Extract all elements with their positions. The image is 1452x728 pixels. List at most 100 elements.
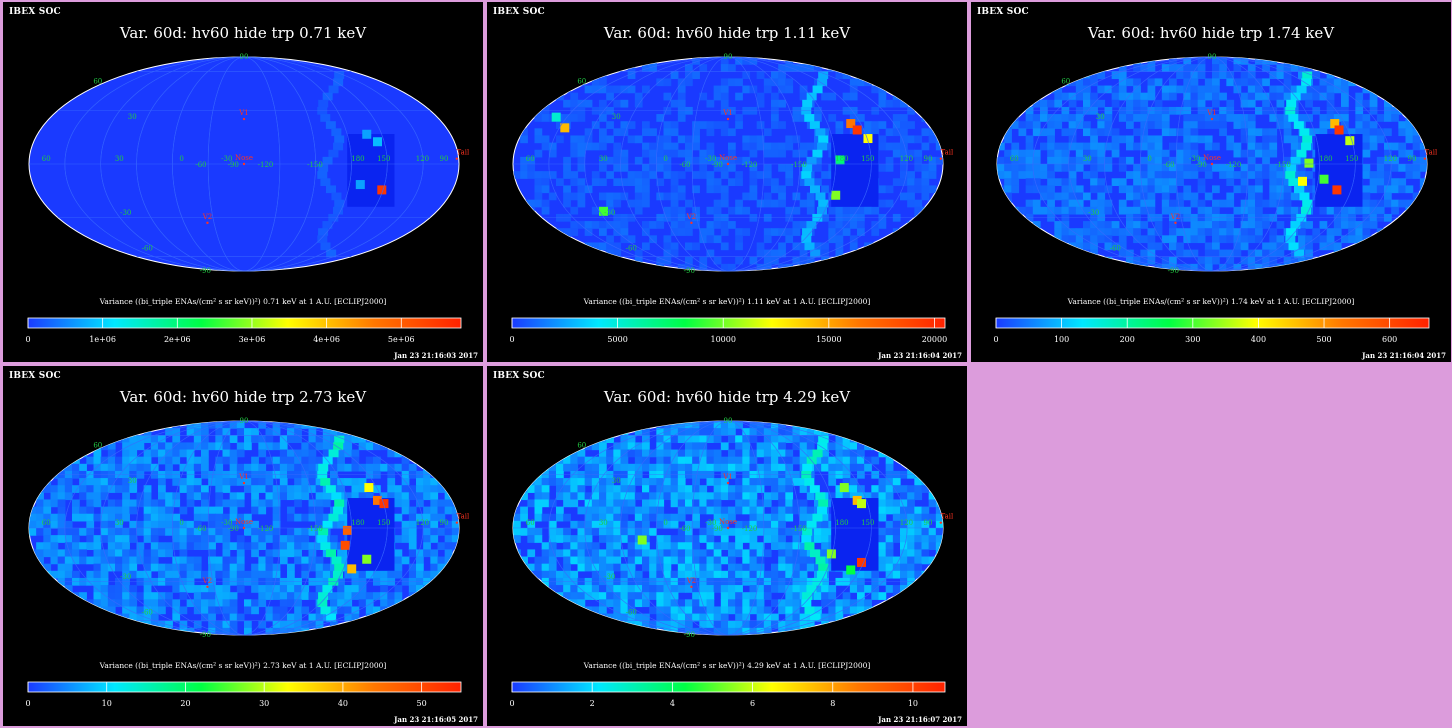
map-pixel	[771, 463, 779, 472]
map-pixel	[842, 570, 851, 579]
sky-map-panel-1.11kev: IBEX SOC Var. 60d: hv60 hide trp 1.11 ke…	[487, 2, 967, 362]
map-pixel	[928, 528, 937, 536]
map-pixel	[93, 478, 102, 486]
map-pixel	[100, 563, 109, 572]
map-pixel	[143, 549, 152, 558]
map-pixel	[792, 542, 801, 550]
map-pixel	[599, 513, 607, 522]
map-pixel	[1219, 235, 1227, 244]
map-pixel	[1283, 185, 1292, 194]
map-pixel	[322, 570, 331, 579]
map-pixel	[1061, 57, 1070, 65]
map-pixel	[50, 535, 59, 543]
map-pixel	[79, 421, 87, 429]
map-pixel	[1040, 249, 1048, 258]
map-pixel	[806, 506, 815, 515]
ribbon-pixel	[802, 164, 813, 172]
map-pixel	[613, 199, 622, 208]
map-pixel	[606, 563, 614, 572]
map-pixel	[437, 513, 446, 522]
map-pixel	[627, 556, 636, 565]
map-pixel	[143, 421, 152, 429]
map-pixel	[1154, 99, 1163, 108]
map-pixel	[892, 78, 901, 87]
map-pixel	[236, 428, 245, 436]
map-pixel	[351, 478, 360, 486]
map-pixel	[1233, 121, 1242, 129]
map-pixel	[279, 492, 288, 501]
map-pixel	[107, 620, 116, 629]
map-pixel	[258, 506, 267, 515]
map-pixel	[1283, 135, 1292, 144]
map-pixel	[649, 570, 657, 579]
map-pixel	[1025, 64, 1034, 72]
map-pixel	[1068, 57, 1077, 65]
map-pixel	[642, 57, 650, 65]
map-pixel	[591, 121, 600, 129]
map-pixel	[935, 570, 943, 579]
map-pixel	[835, 121, 844, 129]
map-pixel	[749, 485, 758, 493]
map-pixel	[416, 428, 424, 436]
map-pixel	[892, 128, 901, 137]
map-pixel	[642, 513, 650, 522]
map-pixel	[1247, 256, 1256, 265]
map-pixel	[337, 485, 345, 493]
map-pixel	[1240, 178, 1249, 186]
map-pixel	[928, 492, 937, 501]
map-pixel	[935, 499, 943, 508]
map-pixel	[706, 99, 715, 108]
map-pixel	[43, 528, 52, 536]
map-pixel	[1068, 249, 1077, 258]
map-pixel	[548, 570, 557, 579]
map-pixel	[1176, 192, 1184, 201]
map-pixel	[107, 592, 116, 600]
map-pixel	[513, 249, 521, 258]
map-pixel	[1204, 256, 1213, 265]
map-pixel	[351, 435, 360, 443]
map-pixel	[236, 421, 245, 429]
map-pixel	[785, 570, 794, 579]
map-pixel	[136, 456, 145, 465]
map-pixel	[613, 192, 622, 201]
map-pixel	[416, 563, 424, 572]
map-pixel	[315, 506, 324, 515]
map-pixel	[387, 463, 396, 472]
map-pixel	[1333, 206, 1342, 215]
map-pixel	[692, 221, 700, 229]
map-pixel	[36, 592, 44, 600]
map-pixel	[64, 627, 73, 635]
map-pixel	[272, 542, 281, 550]
map-pixel	[1176, 106, 1184, 115]
map-pixel	[1097, 199, 1106, 208]
map-pixel	[193, 520, 202, 529]
map-pixel	[591, 478, 600, 486]
map-pixel	[692, 435, 700, 443]
map-pixel	[1219, 92, 1227, 101]
map-pixel	[115, 506, 123, 515]
map-pixel	[1011, 78, 1020, 87]
map-pixel	[548, 535, 557, 543]
map-pixel	[1204, 221, 1213, 229]
map-pixel	[1040, 171, 1048, 179]
map-pixel	[649, 156, 657, 165]
map-pixel	[201, 463, 209, 472]
map-pixel	[713, 221, 722, 229]
map-pixel	[706, 449, 715, 458]
map-pixel	[387, 577, 396, 586]
marker-nose-label: Nose	[719, 154, 737, 162]
map-pixel	[642, 171, 650, 179]
map-pixel	[1226, 249, 1235, 258]
map-pixel	[928, 213, 937, 222]
map-pixel	[513, 442, 521, 451]
map-pixel	[272, 485, 281, 493]
map-pixel	[720, 156, 729, 165]
map-pixel	[785, 549, 794, 558]
map-pixel	[265, 570, 274, 579]
map-pixel	[785, 456, 794, 465]
map-pixel	[878, 135, 887, 144]
map-pixel	[322, 563, 331, 572]
map-pixel	[1083, 206, 1091, 215]
map-pixel	[928, 428, 937, 436]
map-pixel	[380, 435, 388, 443]
